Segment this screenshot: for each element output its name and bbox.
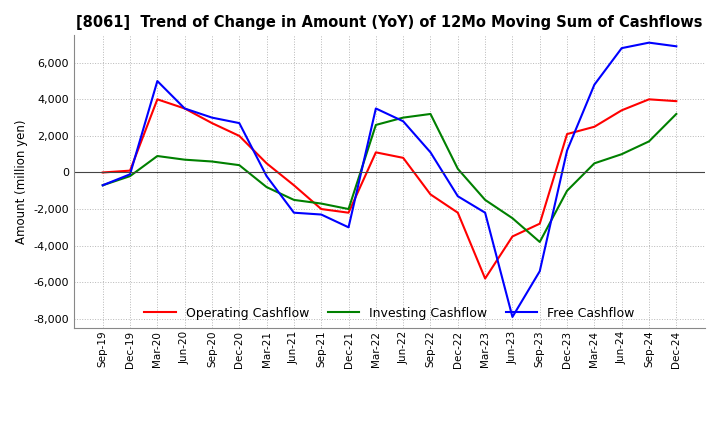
- Investing Cashflow: [262, 184, 271, 190]
- Investing Cashflow: [644, 139, 653, 144]
- Free Cashflow: [481, 210, 490, 215]
- Free Cashflow: [372, 106, 380, 111]
- Operating Cashflow: [99, 170, 107, 175]
- Free Cashflow: [153, 78, 162, 84]
- Investing Cashflow: [180, 157, 189, 162]
- Operating Cashflow: [481, 276, 490, 281]
- Title: [8061]  Trend of Change in Amount (YoY) of 12Mo Moving Sum of Cashflows: [8061] Trend of Change in Amount (YoY) o…: [76, 15, 703, 30]
- Operating Cashflow: [454, 210, 462, 215]
- Free Cashflow: [617, 45, 626, 51]
- Line: Free Cashflow: Free Cashflow: [103, 43, 676, 317]
- Free Cashflow: [99, 183, 107, 188]
- Investing Cashflow: [289, 197, 298, 202]
- Free Cashflow: [235, 121, 243, 126]
- Operating Cashflow: [235, 133, 243, 139]
- Free Cashflow: [644, 40, 653, 45]
- Operating Cashflow: [180, 106, 189, 111]
- Free Cashflow: [344, 225, 353, 230]
- Investing Cashflow: [454, 166, 462, 172]
- Y-axis label: Amount (million yen): Amount (million yen): [15, 119, 28, 244]
- Free Cashflow: [180, 106, 189, 111]
- Free Cashflow: [317, 212, 325, 217]
- Operating Cashflow: [344, 210, 353, 215]
- Free Cashflow: [536, 268, 544, 274]
- Investing Cashflow: [563, 188, 572, 194]
- Investing Cashflow: [399, 115, 408, 120]
- Free Cashflow: [590, 82, 599, 88]
- Investing Cashflow: [126, 173, 135, 179]
- Free Cashflow: [289, 210, 298, 215]
- Operating Cashflow: [426, 192, 435, 197]
- Investing Cashflow: [536, 239, 544, 245]
- Free Cashflow: [454, 194, 462, 199]
- Investing Cashflow: [672, 111, 680, 117]
- Investing Cashflow: [481, 197, 490, 202]
- Free Cashflow: [672, 44, 680, 49]
- Operating Cashflow: [399, 155, 408, 161]
- Operating Cashflow: [644, 97, 653, 102]
- Operating Cashflow: [590, 124, 599, 129]
- Investing Cashflow: [508, 216, 517, 221]
- Investing Cashflow: [153, 154, 162, 159]
- Free Cashflow: [126, 172, 135, 177]
- Investing Cashflow: [617, 151, 626, 157]
- Free Cashflow: [508, 314, 517, 319]
- Operating Cashflow: [126, 168, 135, 173]
- Free Cashflow: [426, 150, 435, 155]
- Line: Investing Cashflow: Investing Cashflow: [103, 114, 676, 242]
- Investing Cashflow: [372, 122, 380, 128]
- Investing Cashflow: [317, 201, 325, 206]
- Operating Cashflow: [153, 97, 162, 102]
- Investing Cashflow: [99, 183, 107, 188]
- Legend: Operating Cashflow, Investing Cashflow, Free Cashflow: Operating Cashflow, Investing Cashflow, …: [140, 301, 639, 325]
- Free Cashflow: [563, 148, 572, 153]
- Investing Cashflow: [590, 161, 599, 166]
- Investing Cashflow: [426, 111, 435, 117]
- Operating Cashflow: [262, 161, 271, 166]
- Free Cashflow: [399, 119, 408, 124]
- Investing Cashflow: [207, 159, 216, 164]
- Investing Cashflow: [344, 206, 353, 212]
- Line: Operating Cashflow: Operating Cashflow: [103, 99, 676, 279]
- Operating Cashflow: [317, 206, 325, 212]
- Operating Cashflow: [289, 183, 298, 188]
- Operating Cashflow: [563, 132, 572, 137]
- Free Cashflow: [207, 115, 216, 120]
- Operating Cashflow: [207, 121, 216, 126]
- Operating Cashflow: [508, 234, 517, 239]
- Operating Cashflow: [672, 99, 680, 104]
- Operating Cashflow: [536, 221, 544, 226]
- Free Cashflow: [262, 173, 271, 179]
- Operating Cashflow: [617, 108, 626, 113]
- Investing Cashflow: [235, 162, 243, 168]
- Operating Cashflow: [372, 150, 380, 155]
